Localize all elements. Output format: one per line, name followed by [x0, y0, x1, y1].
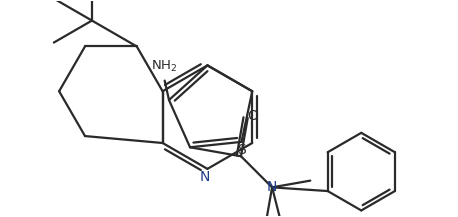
Text: NH$_2$: NH$_2$ [152, 59, 178, 74]
Text: N: N [267, 180, 277, 194]
Text: O: O [247, 109, 258, 123]
Text: N: N [199, 170, 210, 184]
Text: S: S [237, 143, 246, 157]
